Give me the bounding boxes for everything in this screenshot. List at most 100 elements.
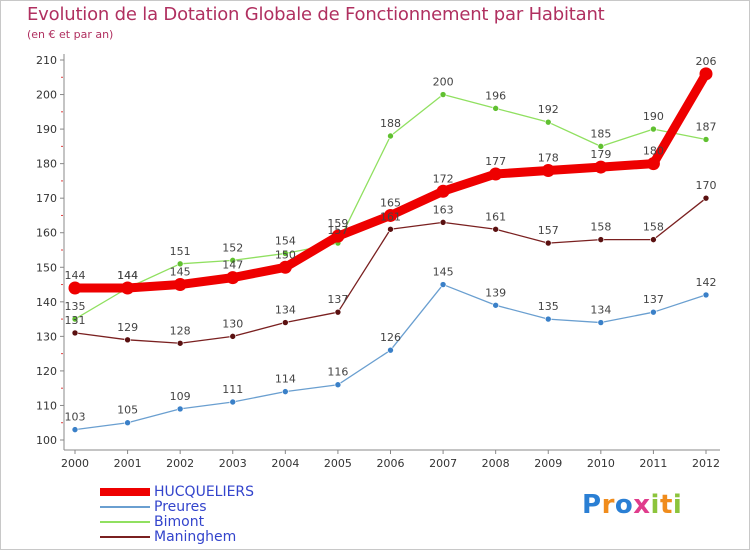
data-label: 200: [433, 76, 454, 89]
legend-swatch: [100, 521, 150, 523]
logo-letter: r: [601, 490, 615, 520]
x-tick-label: 2000: [61, 457, 89, 470]
y-tick-label: 110: [36, 399, 57, 412]
y-tick-label: 210: [36, 54, 57, 67]
data-label: 135: [65, 300, 86, 313]
data-label: 190: [643, 110, 664, 123]
data-label: 134: [275, 304, 296, 317]
data-label: 128: [170, 324, 191, 337]
data-label: 196: [485, 89, 506, 102]
data-label: 134: [590, 304, 611, 317]
data-point: [334, 381, 342, 389]
data-label: 172: [433, 172, 454, 185]
data-label: 158: [643, 221, 664, 234]
data-label: 103: [65, 411, 86, 424]
data-point: [702, 136, 710, 143]
data-point: [71, 329, 79, 337]
data-point: [334, 308, 342, 316]
data-point: [650, 125, 657, 133]
data-point: [384, 208, 397, 222]
data-label: 129: [117, 321, 138, 334]
x-tick-label: 2005: [324, 457, 352, 470]
logo-letter: x: [633, 490, 651, 520]
logo-letter: o: [614, 490, 634, 520]
data-label: 158: [590, 221, 611, 234]
data-point: [124, 336, 131, 344]
data-point: [597, 319, 605, 326]
data-point: [650, 308, 657, 316]
x-tick-label: 2006: [377, 457, 405, 470]
data-label: 187: [696, 120, 717, 133]
data-point: [439, 219, 447, 226]
x-tick-label: 2001: [114, 457, 142, 470]
data-point: [229, 333, 237, 340]
data-point: [229, 398, 237, 406]
data-point: [544, 315, 552, 323]
legend-label: Preures: [154, 499, 207, 515]
data-point: [176, 260, 184, 268]
x-tick-label: 2008: [482, 457, 510, 470]
data-point: [176, 405, 184, 413]
x-tick-label: 2011: [639, 457, 667, 470]
data-label: 145: [433, 266, 454, 279]
data-label: 192: [538, 103, 559, 116]
proxiti-logo: Proxiti: [582, 490, 682, 520]
data-label: 154: [275, 234, 296, 247]
y-tick-label: 180: [36, 158, 57, 171]
data-point: [650, 236, 657, 243]
data-point: [387, 225, 394, 233]
x-tick-label: 2003: [219, 457, 247, 470]
data-label: 114: [275, 373, 296, 386]
data-label: 116: [327, 366, 348, 379]
data-label: 188: [380, 117, 401, 130]
data-label: 145: [170, 266, 191, 279]
data-point: [439, 281, 447, 288]
data-point: [71, 426, 79, 433]
data-label: 151: [170, 245, 191, 258]
data-point: [492, 105, 499, 112]
data-label: 180: [643, 145, 664, 158]
data-label: 137: [643, 293, 664, 306]
data-point: [492, 225, 499, 233]
data-point: [702, 194, 710, 202]
data-label: 131: [65, 314, 86, 327]
logo-letter: i: [650, 490, 660, 520]
data-point: [439, 91, 447, 98]
chart-subtitle: (en € et par an): [27, 28, 114, 41]
data-point: [282, 388, 289, 395]
y-tick-label: 120: [36, 365, 57, 378]
data-label: 165: [380, 196, 401, 209]
data-label: 139: [485, 286, 506, 299]
data-label: 157: [327, 224, 348, 237]
data-point: [646, 157, 660, 171]
data-label: 135: [538, 300, 559, 313]
logo-letter: i: [672, 490, 683, 520]
data-point: [68, 281, 82, 295]
data-label: 144: [117, 269, 138, 282]
data-label: 111: [222, 383, 243, 396]
data-label: 170: [696, 179, 717, 192]
data-label: 144: [117, 269, 138, 282]
data-point: [173, 278, 187, 292]
data-label: 144: [65, 269, 86, 282]
data-point: [544, 118, 552, 126]
legend-label: Maninghem: [154, 529, 237, 545]
series-line-preures: [74, 283, 707, 431]
data-point: [387, 132, 394, 140]
data-point: [699, 67, 713, 81]
y-tick-label: 130: [36, 330, 57, 343]
data-point: [226, 271, 240, 285]
y-tick-label: 140: [36, 296, 57, 309]
y-tick-label: 100: [36, 434, 57, 447]
data-label: 206: [696, 55, 717, 68]
data-label: 157: [538, 224, 559, 237]
logo-letter: P: [582, 490, 602, 520]
data-label: 105: [117, 404, 138, 417]
data-point: [436, 184, 450, 198]
legend-label: HUCQUELIERS: [154, 484, 255, 500]
data-point: [597, 236, 605, 243]
data-point: [702, 291, 710, 299]
y-tick-label: 200: [36, 89, 57, 102]
